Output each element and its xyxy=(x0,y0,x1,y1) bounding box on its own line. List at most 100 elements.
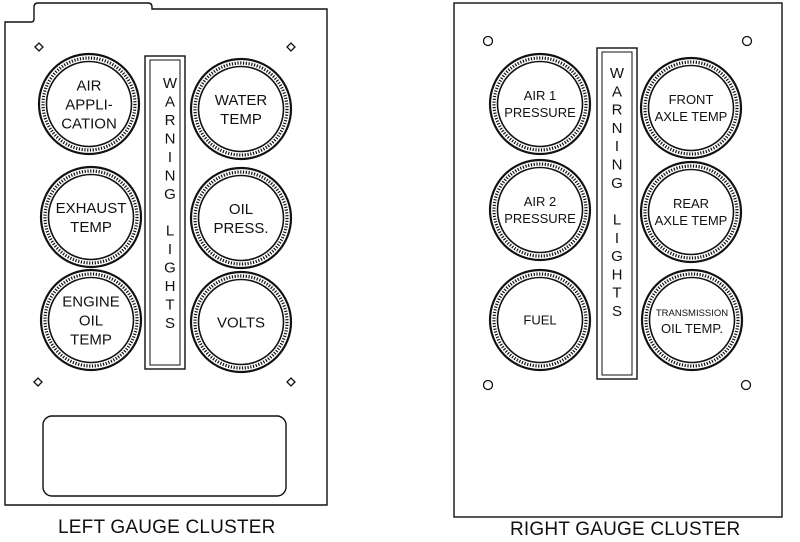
gauge-bezel-knurl xyxy=(193,274,289,370)
warning-lights-strip xyxy=(596,47,638,380)
left-gauge-cluster-caption: LEFT GAUGE CLUSTER xyxy=(58,517,276,538)
gauge-bezel-knurl xyxy=(492,56,588,152)
gauge-face xyxy=(47,276,135,364)
screw-hole xyxy=(740,379,752,391)
gauge-label: REAR xyxy=(673,196,709,211)
left-panel-outline xyxy=(4,2,328,506)
gauge-bezel-knurl xyxy=(193,61,289,157)
gauge-label: AIR 2 xyxy=(524,194,557,209)
gauge-face xyxy=(648,276,736,364)
warning-lights-letter: I xyxy=(615,230,619,247)
gauge-label: FUEL xyxy=(523,313,556,328)
gauge-label: AIR 1 xyxy=(524,88,557,103)
gauge: EXHAUST TEMP xyxy=(39,165,143,269)
gauge-label: APPLI- xyxy=(65,96,113,113)
gauge-face xyxy=(197,174,285,262)
gauge-bezel-knurl xyxy=(193,170,289,266)
warning-lights-letter: I xyxy=(168,241,172,258)
warning-lights-letter: R xyxy=(612,102,623,119)
right-gauges: AIR 1 PRESSURE AIR 2 PRESSURE FUEL FRONT AXLE … xyxy=(488,52,744,372)
gauge-label: VOLTS xyxy=(217,314,265,331)
left-gauges: AIRAPPLI-CATIONEXHAUSTTEMPENGINEOILTEMPW… xyxy=(37,52,293,374)
gauge-face xyxy=(197,65,285,153)
screw-hole xyxy=(286,42,296,52)
gauge-bezel-knurl xyxy=(492,162,588,258)
gauge: REAR AXLE TEMP xyxy=(639,160,743,264)
warning-lights-letter: L xyxy=(613,211,621,228)
warning-lights-letter: G xyxy=(611,175,623,192)
gauge-label: AXLE TEMP xyxy=(655,109,728,124)
display-window xyxy=(42,415,287,497)
gauge-bezel-knurl xyxy=(643,164,739,260)
gauge: VOLTS xyxy=(189,270,293,374)
warning-lights-strip-inner xyxy=(149,59,181,366)
warning-lights-letter: G xyxy=(164,260,176,277)
warning-lights-letter: N xyxy=(165,130,176,147)
gauge-label: ENGINE xyxy=(62,293,120,310)
gauge-bezel-knurl xyxy=(43,169,139,265)
screw-hole xyxy=(482,35,494,47)
warning-lights-letter: N xyxy=(612,157,623,174)
warning-lights-letter: R xyxy=(165,112,176,129)
warning-lights-letter: W xyxy=(610,65,625,82)
gauge: OIL PRESS. xyxy=(189,166,293,270)
gauge: AIR 1 PRESSURE xyxy=(488,52,592,156)
gauge-label: AIR xyxy=(76,77,101,94)
warning-lights-letter: L xyxy=(166,223,174,240)
gauge-bezel-knurl xyxy=(43,272,139,368)
gauge-label: OIL xyxy=(229,201,253,218)
warning-lights-letter: N xyxy=(612,120,623,137)
gauge-label: CATION xyxy=(61,115,117,132)
gauge-label: AXLE TEMP xyxy=(655,213,728,228)
screw-hole xyxy=(286,377,296,387)
gauge: TRANSMISSION OIL TEMP. xyxy=(640,268,744,372)
screw-hole xyxy=(34,42,44,52)
warning-lights-letter: W xyxy=(163,75,178,92)
gauge-face xyxy=(197,278,285,366)
gauge-face xyxy=(647,64,735,152)
gauge-face xyxy=(496,276,584,364)
gauge-label: PRESSURE xyxy=(504,105,576,120)
gauge-face xyxy=(45,60,133,148)
gauge-bezel-knurl xyxy=(644,272,740,368)
gauge: FUEL xyxy=(488,268,592,372)
gauge-face xyxy=(496,166,584,254)
gauge-label: PRESS. xyxy=(213,220,268,237)
gauge-bezel-knurl xyxy=(643,60,739,156)
gauge: WATER TEMP xyxy=(189,57,293,161)
gauge-label: OIL xyxy=(79,312,103,329)
gauge-bezel-knurl xyxy=(492,272,588,368)
gauge-label: TEMP xyxy=(70,219,112,236)
gauge: ENGINE OIL TEMP xyxy=(39,268,143,372)
warning-lights-letter: A xyxy=(612,83,622,100)
warning-lights-letter: H xyxy=(165,278,176,295)
warning-lights-letter: G xyxy=(611,248,623,265)
warning-lights-strip xyxy=(144,55,186,370)
gauge-label: PRESSURE xyxy=(504,211,576,226)
warning-lights-letter: H xyxy=(612,266,623,283)
gauge-face xyxy=(647,168,735,256)
warning-lights-letter: A xyxy=(165,93,175,110)
warning-lights-strip-inner xyxy=(601,51,633,376)
gauge-bezel-knurl xyxy=(41,56,137,152)
right-panel-outline xyxy=(453,2,783,518)
screw-hole xyxy=(33,377,43,387)
gauge-label: TEMP xyxy=(70,331,112,348)
gauge-label: TEMP xyxy=(220,111,262,128)
warning-lights-letter: T xyxy=(165,297,174,314)
gauge: AIR 2 PRESSURE xyxy=(488,158,592,262)
warning-lights-letter: T xyxy=(612,285,621,302)
gauge: FRONT AXLE TEMP xyxy=(639,56,743,160)
screw-hole xyxy=(482,379,494,391)
gauge-label: EXHAUST xyxy=(56,200,127,217)
warning-lights-letter: N xyxy=(165,167,176,184)
gauge-face xyxy=(496,60,584,148)
right-gauge-cluster-caption: RIGHT GAUGE CLUSTER xyxy=(510,519,741,540)
gauge-label: OIL TEMP. xyxy=(661,321,723,336)
gauge-label: WATER xyxy=(215,92,268,109)
warning-lights-letter: S xyxy=(612,303,622,320)
gauge-face xyxy=(47,173,135,261)
